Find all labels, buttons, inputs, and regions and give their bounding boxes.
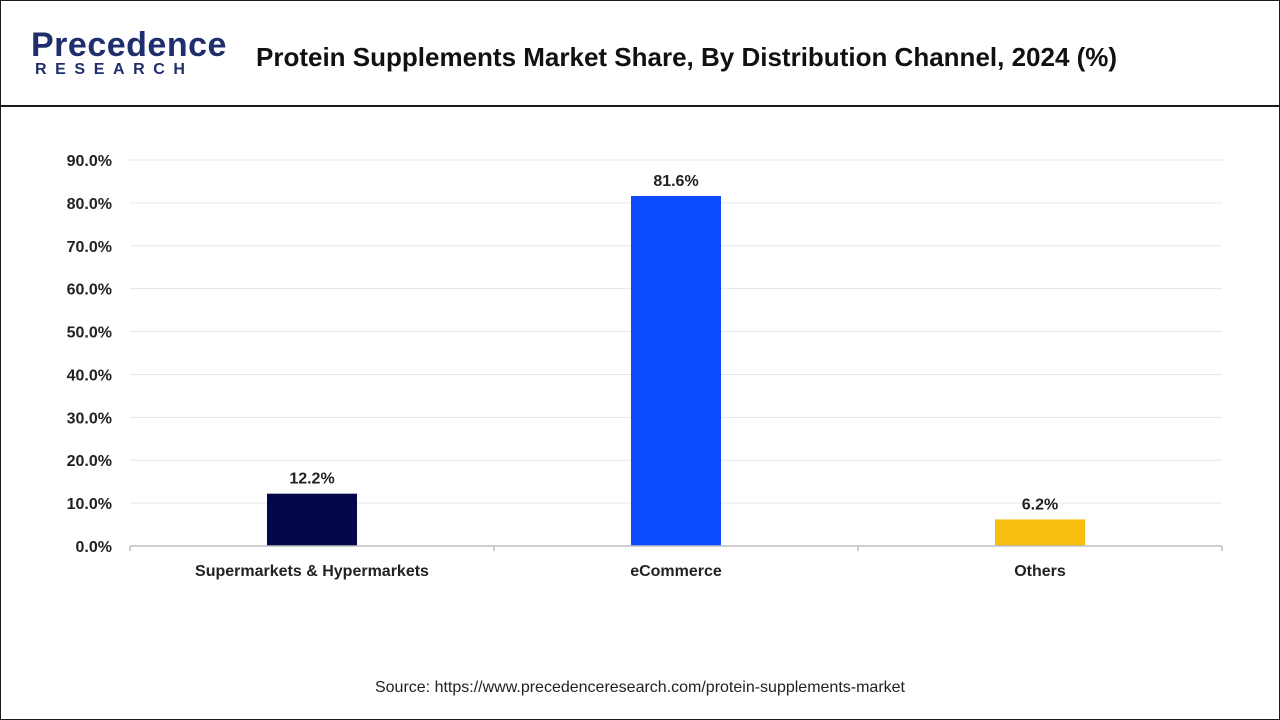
y-axis-ticks: 0.0% 10.0% 20.0% 30.0% 40.0% 50.0% 60.0% 70.0% 8… — [67, 153, 112, 556]
brand-logo: Precedence RESEARCH — [31, 25, 231, 85]
x-tick-label: Others — [1014, 563, 1066, 580]
y-tick-label: 10.0% — [67, 496, 112, 513]
bar — [995, 519, 1085, 546]
y-tick-label: 70.0% — [67, 239, 112, 256]
y-tick-label: 80.0% — [67, 196, 112, 213]
y-tick-label: 30.0% — [67, 410, 112, 427]
x-axis — [129, 545, 1223, 551]
y-tick-label: 50.0% — [67, 325, 112, 342]
y-tick-label: 60.0% — [67, 282, 112, 299]
y-tick-label: 20.0% — [67, 453, 112, 470]
source-note: Source: https://www.precedenceresearch.c… — [374, 679, 905, 696]
data-label: 6.2% — [1022, 496, 1058, 513]
data-label: 12.2% — [289, 471, 334, 488]
bar — [267, 493, 357, 546]
bar — [631, 196, 721, 546]
data-labels: 12.2% 81.6% 6.2% — [289, 173, 1058, 513]
x-tick-label: Supermarkets & Hypermarkets — [195, 563, 429, 580]
header: Precedence RESEARCH Protein Supplements … — [1, 1, 1279, 107]
bars — [267, 196, 1085, 546]
x-tick-label: eCommerce — [630, 563, 722, 580]
y-tick-label: 90.0% — [67, 153, 112, 170]
x-axis-labels: Supermarkets & Hypermarkets eCommerce Othe… — [195, 563, 1066, 580]
logo-wordmark: Precedence — [31, 26, 227, 64]
y-tick-label: 0.0% — [76, 539, 112, 556]
logo-subtitle: RESEARCH — [35, 61, 194, 78]
y-tick-label: 40.0% — [67, 367, 112, 384]
data-label: 81.6% — [653, 173, 698, 190]
chart-title: Protein Supplements Market Share, By Dis… — [256, 42, 1118, 72]
